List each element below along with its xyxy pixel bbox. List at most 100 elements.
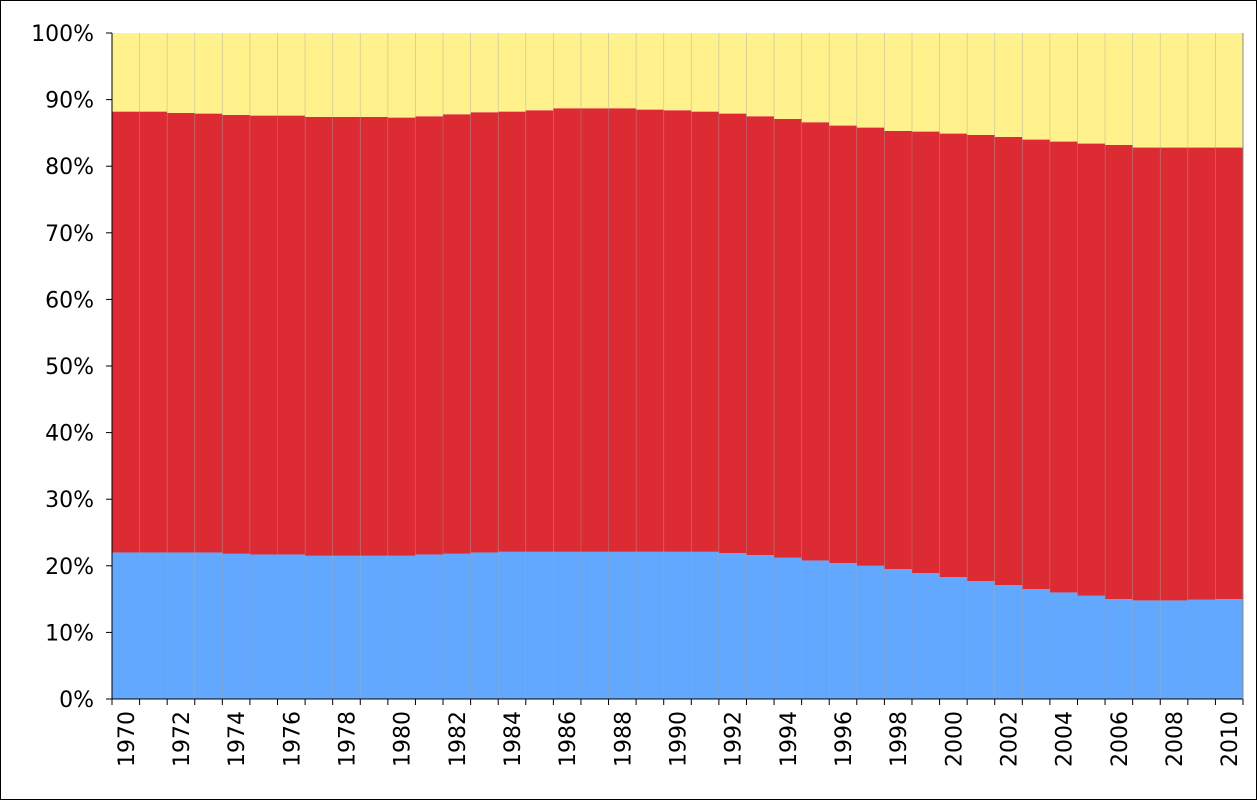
bar-segment-2-2009 [1187,147,1216,600]
bar-segment-1-1989 [636,551,664,699]
x-tick-label: 2002 [998,711,1023,767]
bar-segment-1-1973 [194,552,223,699]
bar-segment-2-1993 [746,116,775,556]
bar-segment-3-1987 [580,33,609,109]
bar-segment-3-1976 [277,33,306,116]
bar-segment-3-2009 [1187,33,1216,148]
bar-segment-3-1978 [332,33,361,117]
bar-segment-2-1987 [580,108,609,552]
x-tick-label: 2008 [1163,711,1188,767]
bar-segment-1-1992 [718,553,747,699]
x-tick-label: 1998 [887,711,912,767]
bar-segment-3-1996 [829,33,857,126]
bar-segment-1-1979 [360,555,388,699]
y-tick-label: 40% [45,422,94,447]
bar-segment-3-1995 [801,33,830,123]
bar-segment-2-1996 [829,125,857,564]
bar-segment-1-1998 [884,569,912,699]
bar-segment-2-1995 [801,122,830,561]
bar-segment-1-2000 [939,577,968,699]
bar-segment-3-1986 [553,33,581,109]
bar-segment-3-1994 [774,33,802,119]
bar-segment-1-2009 [1187,599,1216,699]
bar-segment-1-1993 [746,555,775,699]
bar-segment-3-1984 [498,33,526,112]
bar-segment-2-2004 [1049,141,1078,593]
bar-segment-1-1970 [112,552,140,699]
bar-segment-2-1998 [884,130,912,570]
bar-segment-2-2006 [1105,144,1133,600]
bar-segment-3-1974 [222,33,250,115]
bar-segment-3-1992 [718,33,747,114]
bar-segment-3-1989 [636,33,664,110]
bar-segment-2-1973 [194,113,223,553]
x-tick-label: 1996 [832,711,857,767]
x-tick-label: 2000 [942,711,967,767]
bar-segment-2-1971 [139,111,168,553]
bar-segment-2-1979 [360,116,388,556]
bar-segment-1-1990 [663,551,692,699]
bar-segment-2-2010 [1215,147,1243,600]
x-tick-label: 2006 [1108,711,1133,767]
bar-segment-2-2002 [994,136,1023,586]
bar-segment-2-1984 [498,111,526,552]
bar-segment-1-2005 [1077,595,1106,699]
y-tick-label: 50% [45,355,94,380]
bar-segment-1-1988 [608,551,637,699]
bar-segment-3-1973 [194,33,223,114]
x-tick-label: 1974 [225,711,250,767]
x-tick-label: 1980 [391,711,416,767]
bar-segment-3-1993 [746,33,775,117]
bar-segment-2-1992 [718,113,747,554]
bar-segment-2-1975 [249,115,278,555]
y-tick-label: 20% [45,555,94,580]
bar-segment-2-2001 [967,134,995,582]
bar-segment-1-2001 [967,581,995,699]
bar-segment-2-1972 [167,112,195,553]
bar-segment-1-1986 [553,551,581,699]
bar-segment-3-1970 [112,33,140,112]
bar-segment-1-1977 [305,555,333,699]
bar-segment-3-1999 [911,33,940,132]
bar-segment-2-1991 [691,111,719,552]
x-tick-label: 1986 [556,711,581,767]
bar-segment-3-1990 [663,33,692,111]
bar-segment-1-1987 [580,551,609,699]
bar-segment-2-1982 [443,114,471,554]
x-tick-label: 1990 [667,711,692,767]
axes-layer [106,32,1244,705]
bar-segment-1-1996 [829,563,857,699]
bar-segment-3-1997 [856,33,885,128]
bar-segment-3-2007 [1132,33,1161,148]
bar-segment-2-1981 [415,116,444,555]
bar-segment-3-1998 [884,33,912,131]
bar-segment-2-2007 [1132,147,1161,601]
bar-segment-3-2010 [1215,33,1243,148]
y-tick-label: 10% [45,621,94,646]
bar-segment-3-1979 [360,33,388,117]
bar-segment-2-2008 [1160,147,1188,601]
bar-segment-1-2004 [1049,592,1078,699]
bars-layer [112,33,1243,699]
bar-segment-2-1985 [525,110,554,552]
bar-segment-1-2010 [1215,599,1243,699]
bar-segment-2-1999 [911,131,940,574]
bar-segment-1-1981 [415,554,444,699]
x-tick-label: 1972 [170,711,195,767]
x-tick-label: 1978 [335,711,360,767]
bar-segment-2-1976 [277,115,306,555]
bar-segment-1-1994 [774,557,802,699]
bar-segment-1-2006 [1105,599,1133,699]
x-tick-label: 1970 [115,711,140,767]
tick-labels-layer: 0% 10% 20% 30% 40% 50% 60% 70% 80% 90% 100% 1970 197… [31,22,1243,767]
bar-segment-3-2006 [1105,33,1133,145]
bar-segment-3-1972 [167,33,195,113]
bar-segment-1-1976 [277,554,306,699]
bar-segment-2-1988 [608,108,637,552]
bar-segment-3-1981 [415,33,444,117]
bar-segment-1-1982 [443,553,471,699]
bar-segment-1-1983 [470,552,499,699]
bar-segment-3-1985 [525,33,554,111]
y-tick-label: 30% [45,488,94,513]
